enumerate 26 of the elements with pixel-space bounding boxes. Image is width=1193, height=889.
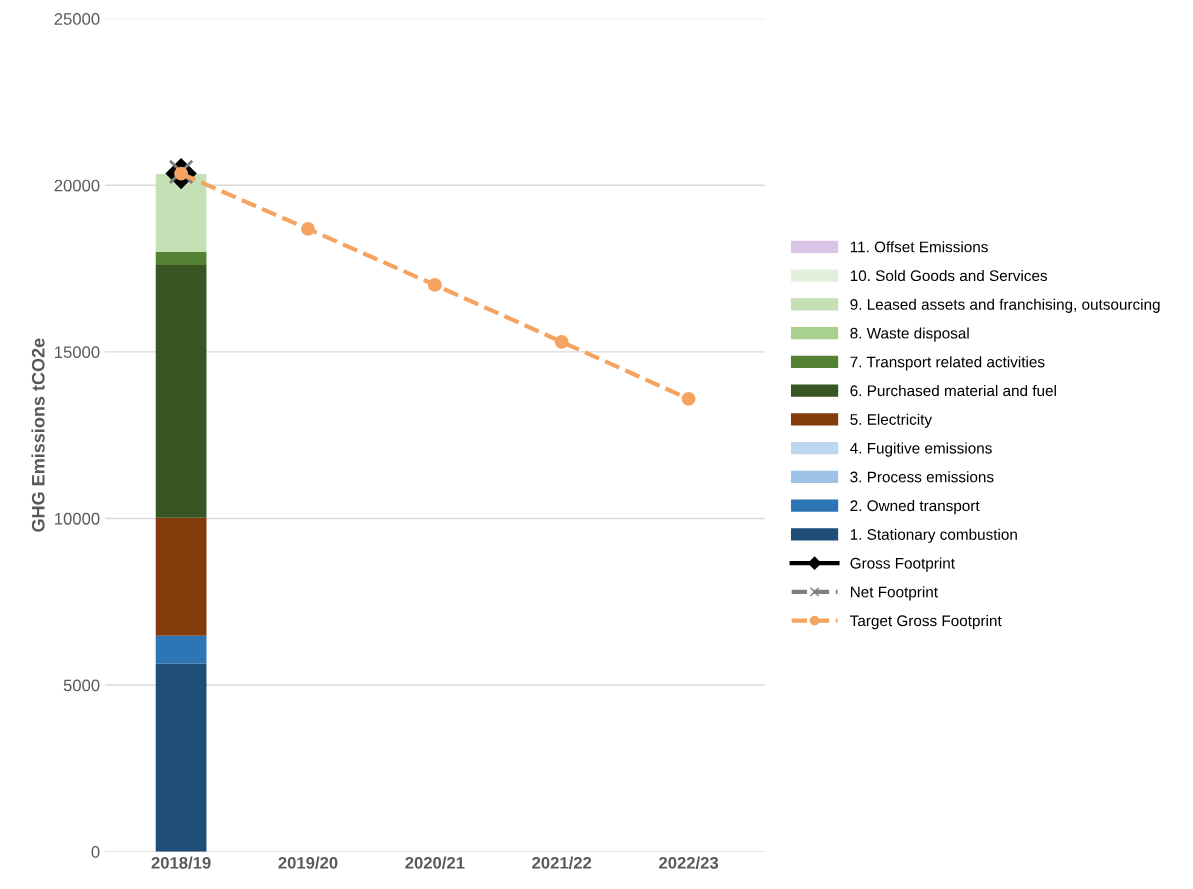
x-tick-label: 2020/21 — [405, 856, 465, 869]
legend-label: 10. Sold Goods and Services — [850, 269, 1048, 282]
y-tick-label: 10000 — [55, 512, 100, 525]
y-tick-label: 20000 — [54, 179, 100, 192]
y-tick-label: 25000 — [54, 13, 100, 25]
legend-label: 11. Offset Emissions — [850, 241, 988, 253]
x-tick-label: 2021/22 — [532, 856, 592, 869]
legend-label: 2. Owned transport — [850, 499, 980, 515]
y-axis-title: GHG Emissions tCO2e — [31, 338, 45, 532]
y-tick-label: 5000 — [63, 679, 100, 692]
legend-label: Gross Footprint — [850, 557, 955, 572]
legend-label: Net Footprint — [850, 586, 938, 601]
legend-label: 8. Waste disposal — [850, 327, 969, 342]
y-tick-label: 15000 — [55, 346, 100, 359]
legend-label: 7. Transport related activities — [850, 356, 1045, 371]
legend-label: 9. Leased assets and franchising, outsourcing — [850, 298, 1160, 313]
x-tick-label: 2018/19 — [151, 856, 211, 869]
legend-label: 4. Fugitive emissions — [850, 442, 992, 457]
legend-label: 6. Purchased material and fuel — [850, 384, 1056, 397]
y-tick-label: 0 — [91, 846, 100, 858]
legend-label: 3. Process emissions — [850, 471, 994, 483]
x-tick-label: 2019/20 — [278, 856, 338, 869]
x-tick-label: 2022/23 — [659, 856, 719, 869]
legend-label: 1. Stationary combustion — [850, 528, 1017, 543]
legend-label: Target Gross Footprint — [850, 614, 1002, 630]
legend-label: 5. Electricity — [850, 413, 933, 428]
